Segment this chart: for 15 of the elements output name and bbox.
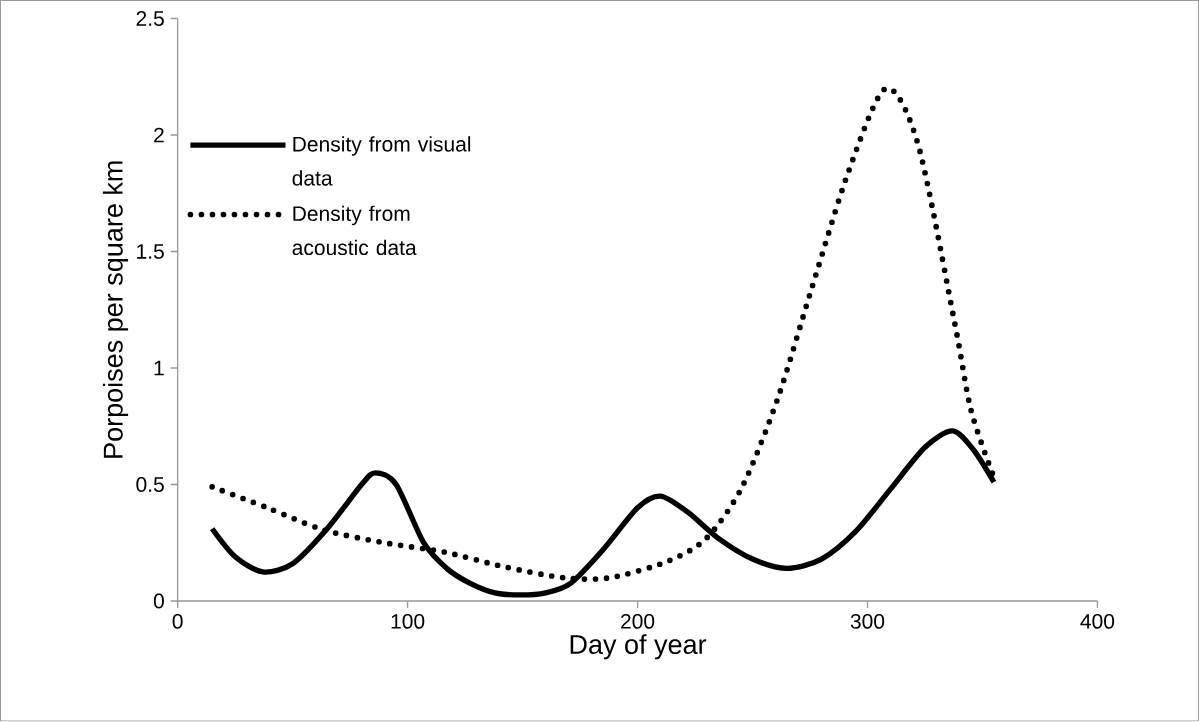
y-tick-label: 2 xyxy=(154,127,164,143)
y-tick-label: 0 xyxy=(153,593,164,609)
y-tick-label: 1.5 xyxy=(137,244,164,260)
x-tick-label: 400 xyxy=(1080,614,1115,629)
x-tick-label: 0 xyxy=(172,614,183,629)
x-tick-label: 200 xyxy=(621,614,655,629)
y-tick-label: 1 xyxy=(154,360,164,376)
legend-label: Density from acoustic data xyxy=(292,205,417,256)
x-tick-label: 100 xyxy=(391,614,425,629)
y-tick-label: 2.5 xyxy=(136,11,164,27)
y-tick-label: 0.5 xyxy=(136,477,164,493)
x-tick-label: 300 xyxy=(850,614,885,629)
legend-label: Density from visual data xyxy=(292,136,471,186)
x-axis-title: Day of year xyxy=(570,634,707,660)
y-axis-title: Porpoises per square km xyxy=(102,161,129,458)
